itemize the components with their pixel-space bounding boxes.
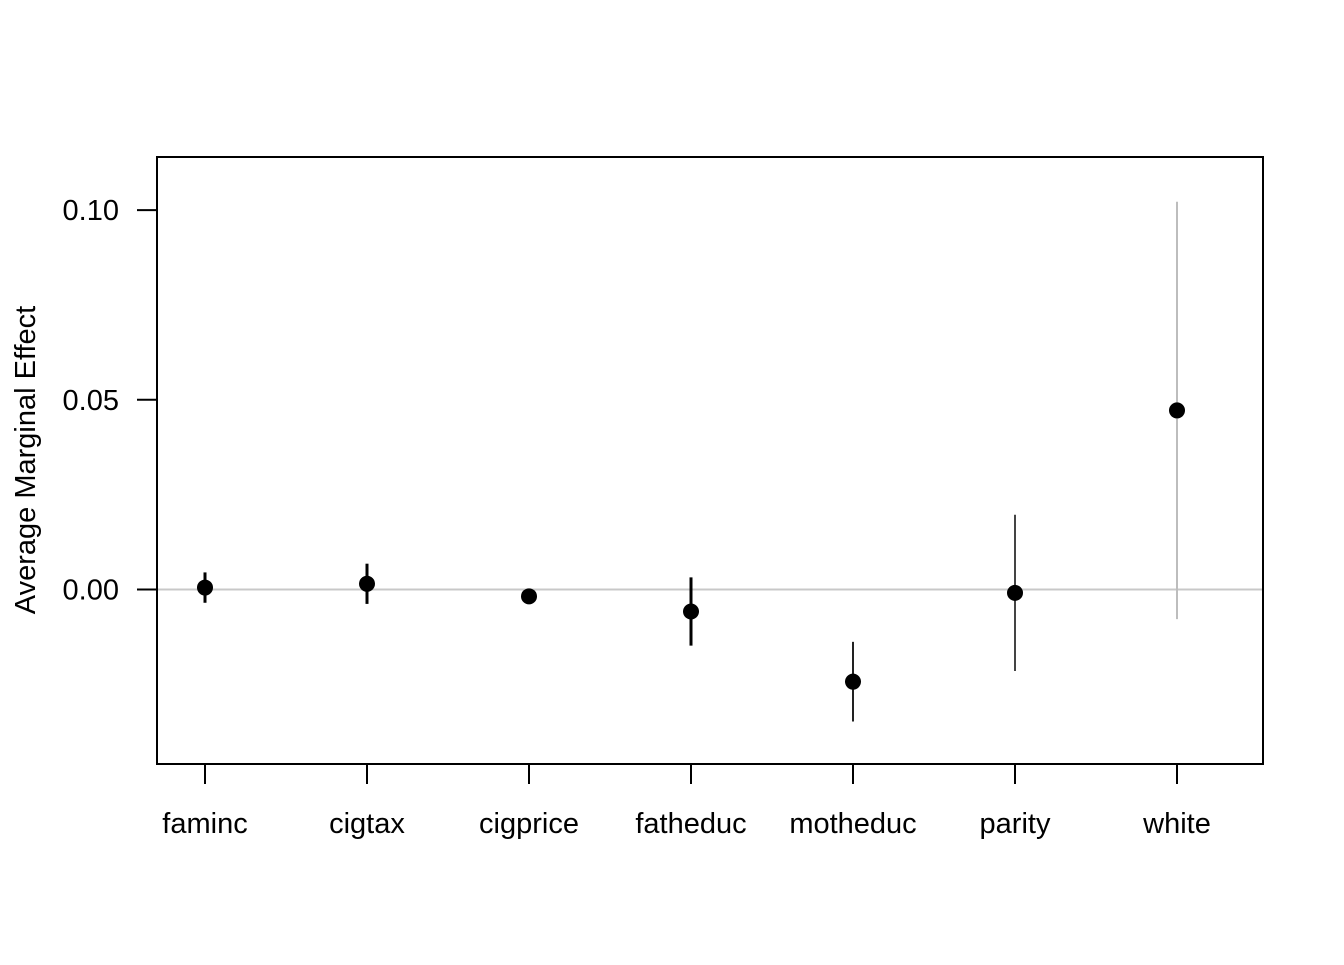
- point-estimate: [683, 603, 699, 620]
- x-tick-label: motheduc: [789, 808, 916, 840]
- x-tick-label: white: [1142, 808, 1211, 840]
- y-tick-label: 0.10: [63, 195, 119, 227]
- point-estimate: [521, 588, 537, 605]
- y-tick-label: 0.05: [63, 385, 119, 417]
- point-estimates: [197, 402, 1185, 690]
- plot-frame: [156, 156, 1264, 765]
- y-axis: 0.00 0.05 0.10: [63, 195, 157, 606]
- x-tick-label: parity: [980, 808, 1051, 840]
- point-estimate: [197, 579, 213, 596]
- x-tick-label: cigtax: [329, 808, 405, 840]
- x-tick-label: fatheduc: [635, 808, 746, 840]
- point-estimate: [359, 575, 375, 592]
- point-estimate: [1007, 584, 1023, 601]
- point-estimate: [1169, 402, 1185, 419]
- y-axis-label: Average Marginal Effect: [10, 306, 42, 614]
- y-tick-label: 0.00: [63, 574, 119, 606]
- point-estimate: [845, 673, 861, 690]
- x-tick-label: cigprice: [479, 808, 579, 840]
- x-tick-label: faminc: [162, 808, 247, 840]
- confidence-intervals: [203, 201, 1178, 722]
- x-axis: faminc cigtax cigprice fatheduc motheduc pari…: [162, 764, 1211, 840]
